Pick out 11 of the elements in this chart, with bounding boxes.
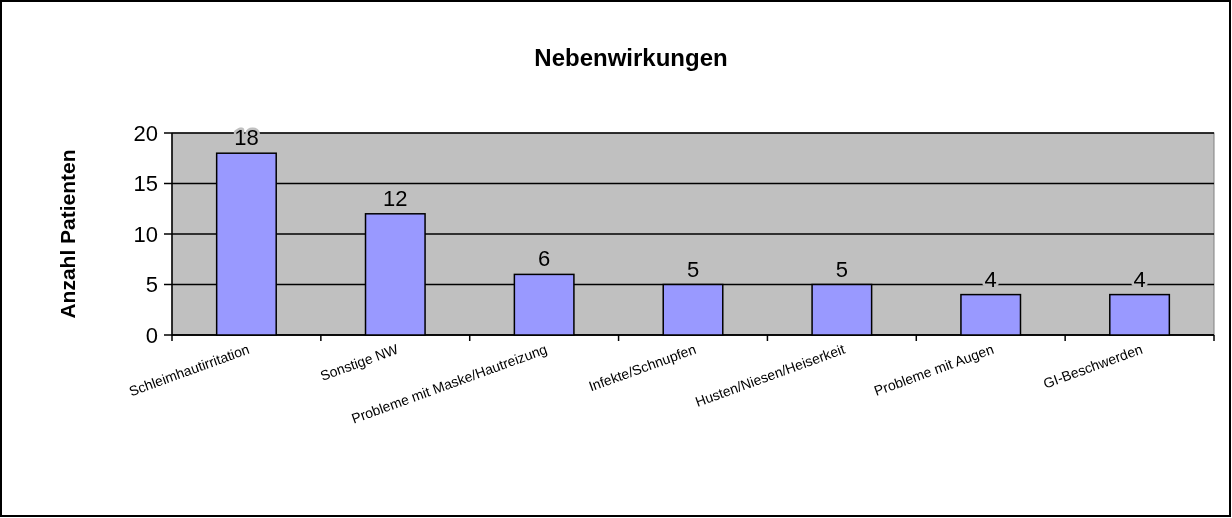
data-label: 12 <box>383 185 408 211</box>
y-tick-label: 15 <box>133 171 158 197</box>
y-axis-title: Anzahl Patienten <box>56 149 79 319</box>
data-label: 6 <box>538 246 551 272</box>
chart-title: Nebenwirkungen <box>534 44 728 71</box>
data-label: 5 <box>686 256 700 282</box>
y-tick-label: 5 <box>145 272 158 298</box>
y-tick-label: 10 <box>133 221 158 247</box>
y-tick-label: 0 <box>145 322 158 348</box>
data-label: 5 <box>835 256 848 282</box>
y-tick-label: 20 <box>133 120 158 146</box>
